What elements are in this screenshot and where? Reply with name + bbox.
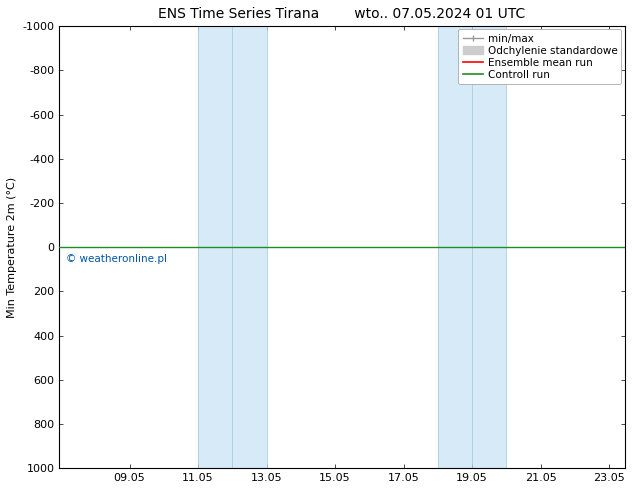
Bar bbox=[198, 26, 232, 468]
Bar bbox=[472, 26, 507, 468]
Legend: min/max, Odchylenie standardowe, Ensemble mean run, Controll run: min/max, Odchylenie standardowe, Ensembl… bbox=[458, 29, 621, 84]
Bar bbox=[438, 26, 472, 468]
Y-axis label: Min Temperature 2m (°C): Min Temperature 2m (°C) bbox=[7, 177, 17, 318]
Text: © weatheronline.pl: © weatheronline.pl bbox=[66, 254, 167, 264]
Title: ENS Time Series Tirana        wto.. 07.05.2024 01 UTC: ENS Time Series Tirana wto.. 07.05.2024 … bbox=[158, 7, 526, 21]
Bar bbox=[232, 26, 267, 468]
